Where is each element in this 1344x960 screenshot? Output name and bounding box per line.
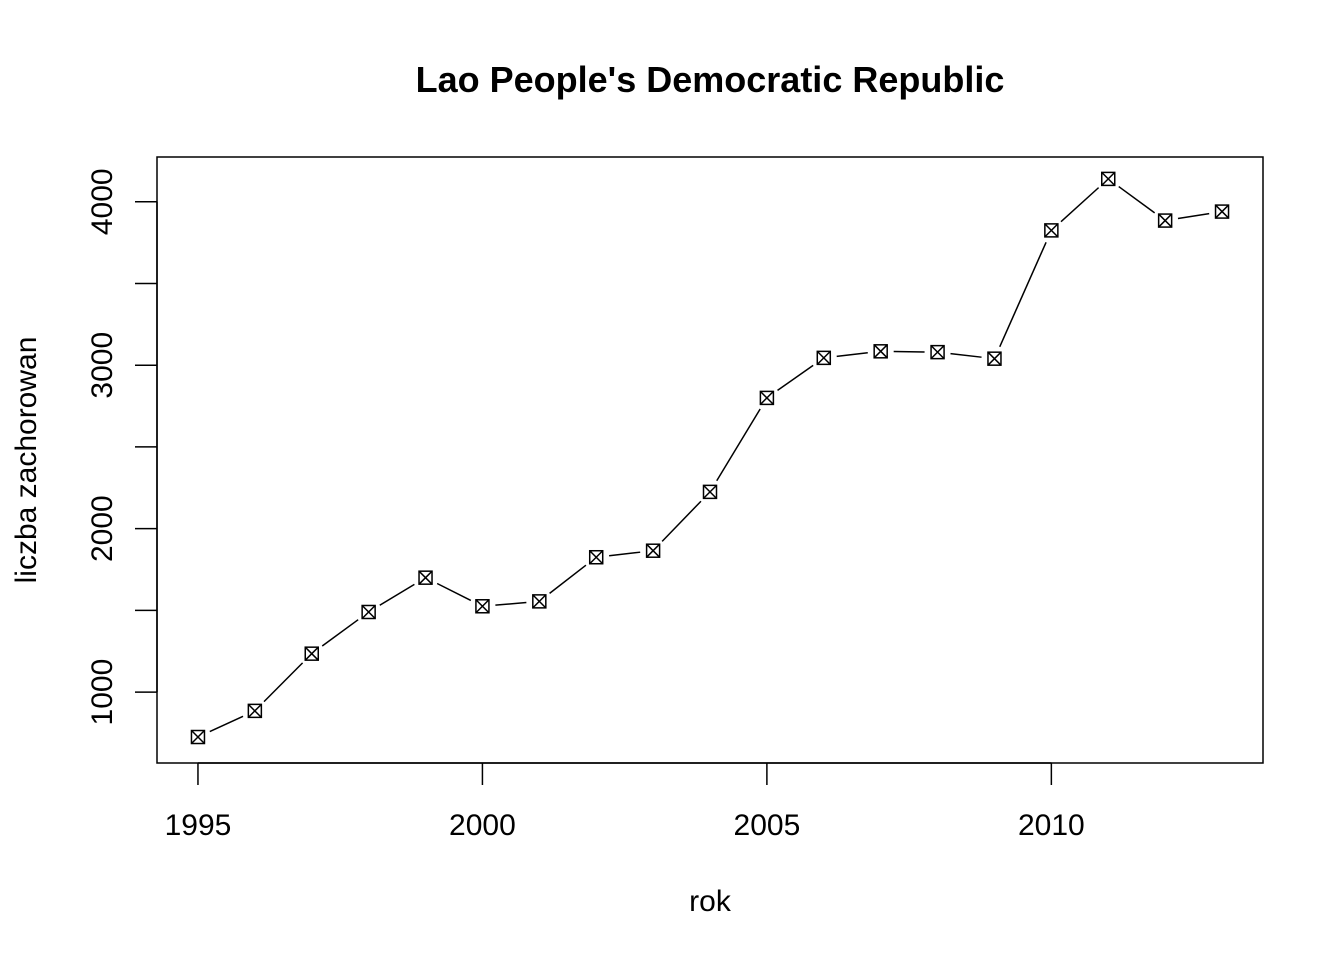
data-point	[759, 390, 775, 406]
data-point	[1157, 213, 1173, 228]
series-line-segment	[436, 582, 472, 602]
data-point	[1101, 171, 1116, 187]
data-point	[418, 570, 433, 585]
data-point	[304, 646, 319, 661]
data-point	[532, 594, 547, 609]
x-axis: 1995 2000 2005 2010	[165, 762, 1085, 842]
data-point	[702, 484, 718, 500]
x-axis-label: rok	[689, 885, 732, 918]
x-tick-label: 2005	[734, 809, 801, 842]
plot-frame	[156, 156, 1264, 764]
x-tick-label: 2010	[1018, 809, 1085, 842]
y-tick-label: 3000	[86, 332, 119, 399]
y-axis: 1000 2000 3000 4000	[86, 168, 158, 726]
data-point	[247, 703, 263, 719]
data-point	[816, 350, 832, 366]
y-tick-label: 1000	[86, 659, 119, 726]
x-tick-label: 2000	[449, 809, 516, 842]
data-point	[930, 344, 945, 360]
chart-title: Lao People's Democratic Republic	[416, 59, 1005, 100]
series-line-segment	[549, 564, 587, 594]
x-tick-label: 1995	[165, 809, 232, 842]
series-line-segment	[777, 364, 814, 392]
data-point	[873, 344, 888, 359]
data-point	[987, 351, 1002, 366]
series-line-segment	[379, 583, 415, 606]
data-point	[190, 729, 206, 745]
series-line-segment	[495, 601, 527, 606]
y-axis-label: liczba zachorowan	[10, 337, 43, 584]
series-line-segment	[950, 352, 982, 358]
series-line-segment	[321, 619, 359, 647]
data-point	[1044, 223, 1059, 238]
data-point	[361, 604, 376, 620]
data-point	[588, 549, 604, 565]
series-layer	[190, 171, 1230, 745]
series-line-segment	[716, 408, 761, 482]
series-line-segment	[661, 500, 702, 542]
series-line-segment	[1177, 212, 1210, 220]
series-line-segment	[609, 551, 641, 557]
y-tick-label: 4000	[86, 168, 119, 235]
series-line-segment	[263, 662, 304, 703]
data-point	[475, 599, 490, 614]
series-line-segment	[1118, 185, 1156, 214]
y-tick-label: 2000	[86, 495, 119, 562]
series-line-segment	[209, 715, 244, 733]
data-point	[645, 543, 661, 558]
data-point	[1214, 204, 1230, 219]
series-line-segment	[999, 241, 1047, 348]
series-line-segment	[1060, 187, 1100, 223]
series-line-segment	[836, 352, 868, 358]
